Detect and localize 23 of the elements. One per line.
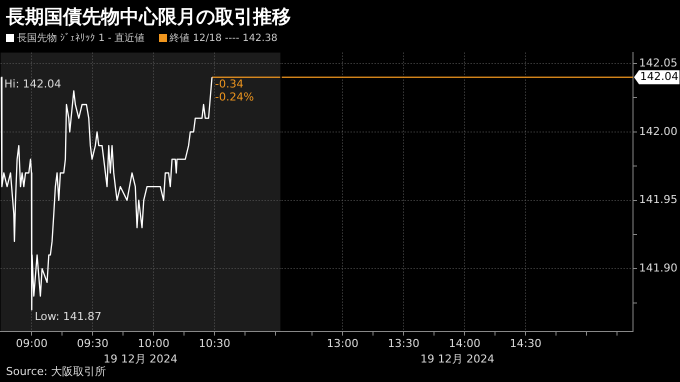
x-tick-label: 14:00 — [448, 337, 480, 350]
x-tick-label: 13:00 — [326, 337, 358, 350]
x-tick-label: 10:00 — [138, 337, 170, 350]
x-axis-title: 19 12月 2024 — [420, 352, 494, 366]
y-tick-label: 142.05 — [639, 56, 678, 70]
annotation: Hi: 142.04 — [4, 78, 62, 91]
annotation: -0.24% — [214, 90, 254, 104]
y-tick-label: 141.95 — [639, 193, 678, 206]
annotation: 142.04 — [640, 70, 678, 84]
x-tick-label: 09:30 — [76, 337, 109, 350]
source-note: Source: 大阪取引所 — [6, 364, 106, 379]
x-tick-label: 13:30 — [388, 337, 420, 350]
annotation: -0.34 — [214, 78, 244, 91]
y-tick-label: 141.90 — [639, 262, 678, 275]
legend-label: 終値 12/18 ---- 142.38 — [170, 33, 278, 44]
legend-label: 長国先物 ｼﾞｪﾈﾘｯｸ 1 - 直近値 — [17, 33, 145, 44]
chart-title: 長期国債先物中心限月の取引推移 — [6, 5, 291, 30]
x-tick-label: 14:30 — [510, 337, 542, 350]
x-tick-label: 09:00 — [16, 337, 48, 350]
x-axis-title: 19 12月 2024 — [104, 352, 178, 366]
x-tick-label: 10:30 — [198, 337, 230, 350]
annotation: Low: 141.87 — [34, 310, 102, 324]
y-tick-label: 142.00 — [639, 124, 678, 138]
